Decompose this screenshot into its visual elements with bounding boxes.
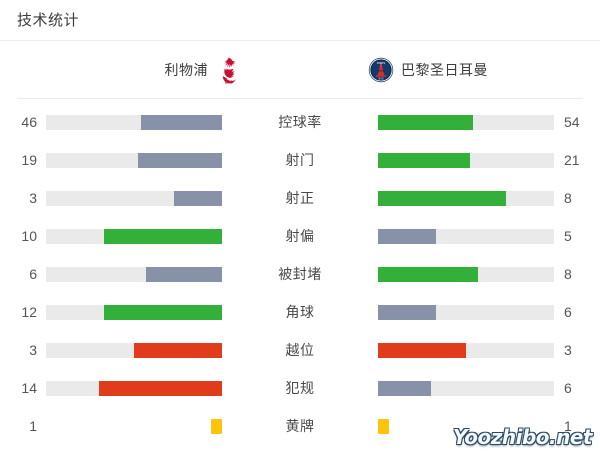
yellow-card-icon [211,418,222,434]
home-stat-bar [46,342,222,358]
stat-row: 12 角球 6 [0,293,600,331]
away-team-name: 巴黎圣日耳曼 [401,61,488,78]
home-stat-bar-fill [98,380,222,396]
home-stat-bar-fill [138,152,222,168]
away-value: 21 [564,152,580,168]
stat-row: 19 射门 21 [0,141,600,179]
stat-label: 角球 [285,304,315,320]
away-value: 6 [564,304,572,320]
away-stat-bar-fill [378,304,437,320]
svg-text:PARIS: PARIS [377,61,386,65]
svg-text:LFC: LFC [225,79,233,84]
away-stat-bar [378,228,554,244]
stat-label: 控球率 [278,114,322,130]
stat-label: 黄牌 [285,418,315,434]
away-stat-bar-fill [378,190,507,206]
svg-text:S-G: S-G [378,76,384,80]
stat-row: 6 被封堵 8 [0,255,600,293]
home-value: 14 [21,380,37,396]
away-stat-bar-fill [378,266,479,282]
stat-label: 犯规 [285,380,315,396]
home-stat-bar [46,114,222,130]
away-value: 1 [564,418,572,434]
away-value: 8 [564,266,572,282]
away-value: 6 [564,380,572,396]
home-value: 1 [29,418,37,434]
home-stat-bar-fill [146,266,222,282]
away-stat-bar [378,114,554,130]
away-stat-bar [378,342,554,358]
home-stat-bar-fill [141,114,222,130]
stat-row: 14 犯规 6 [0,369,600,407]
team-header-row: 利物浦 LFC [0,41,600,98]
home-team-header: 利物浦 LFC [0,56,300,84]
home-stat-bar-fill [174,190,222,206]
home-value: 10 [21,228,37,244]
page-title: 技术统计 [17,11,80,29]
home-stat-bar-fill [104,304,222,320]
home-value: 19 [21,152,37,168]
home-team-name: 利物浦 [164,61,208,78]
away-stat-bar [378,152,554,168]
home-stat-bar [46,304,222,320]
stat-label: 越位 [285,342,315,358]
away-value: 5 [564,228,572,244]
stat-label: 射正 [285,190,315,206]
home-stat-bar [46,266,222,282]
home-stat-bar-fill [104,228,222,244]
home-value: 46 [21,114,37,130]
stat-label: 被封堵 [278,266,322,282]
away-stat-bar-fill [378,380,431,396]
away-stat-bar-fill [378,114,474,130]
stat-rows: 46 控球率 54 19 射门 21 3 射正 8 10 射偏 5 6 被封堵 8 12 角球 6 3 越位 3 14 犯规… [0,99,600,445]
home-value: 6 [29,266,37,282]
away-stat-bar-fill [378,342,466,358]
home-card-slot [46,418,222,434]
away-value: 3 [564,342,572,358]
stat-label: 射门 [285,152,315,168]
away-stat-bar-fill [378,228,437,244]
away-stat-bar [378,380,554,396]
home-stat-bar [46,190,222,206]
home-value: 12 [21,304,37,320]
away-value: 54 [564,114,580,130]
away-stat-bar [378,304,554,320]
panel-header: 技术统计 [0,0,600,40]
home-value: 3 [29,342,37,358]
liverpool-crest-icon: LFC [216,56,242,84]
stat-row: 46 控球率 54 [0,103,600,141]
home-stat-bar-fill [134,342,222,358]
away-stat-bar-fill [378,152,471,168]
home-stat-bar [46,152,222,168]
team-header-divider [17,98,583,99]
away-team-header: PARIS S-G 巴黎圣日耳曼 [300,56,600,84]
stat-row: 3 越位 3 [0,331,600,369]
stat-row: 3 射正 8 [0,179,600,217]
stat-label: 射偏 [285,228,315,244]
stat-row: 10 射偏 5 [0,217,600,255]
home-stat-bar [46,380,222,396]
home-stat-bar [46,228,222,244]
stat-row: 1 黄牌 1 [0,407,600,445]
title-divider [0,40,600,41]
yellow-card-icon [378,418,389,434]
away-card-slot [378,418,554,434]
away-stat-bar [378,190,554,206]
away-stat-bar [378,266,554,282]
psg-crest-icon: PARIS S-G [368,56,394,84]
away-value: 8 [564,190,572,206]
home-value: 3 [29,190,37,206]
